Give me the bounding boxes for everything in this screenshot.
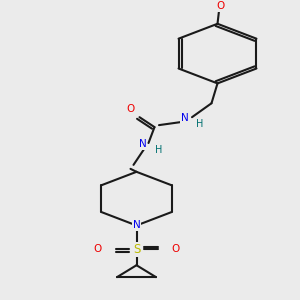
Text: N: N <box>181 113 188 123</box>
Text: O: O <box>93 244 102 254</box>
Text: O: O <box>126 104 135 114</box>
Text: N: N <box>133 220 140 230</box>
Text: H: H <box>196 119 203 129</box>
Text: H: H <box>155 145 163 155</box>
Text: O: O <box>216 1 225 11</box>
Text: N: N <box>139 139 146 149</box>
Text: S: S <box>133 243 140 256</box>
Text: O: O <box>171 244 180 254</box>
